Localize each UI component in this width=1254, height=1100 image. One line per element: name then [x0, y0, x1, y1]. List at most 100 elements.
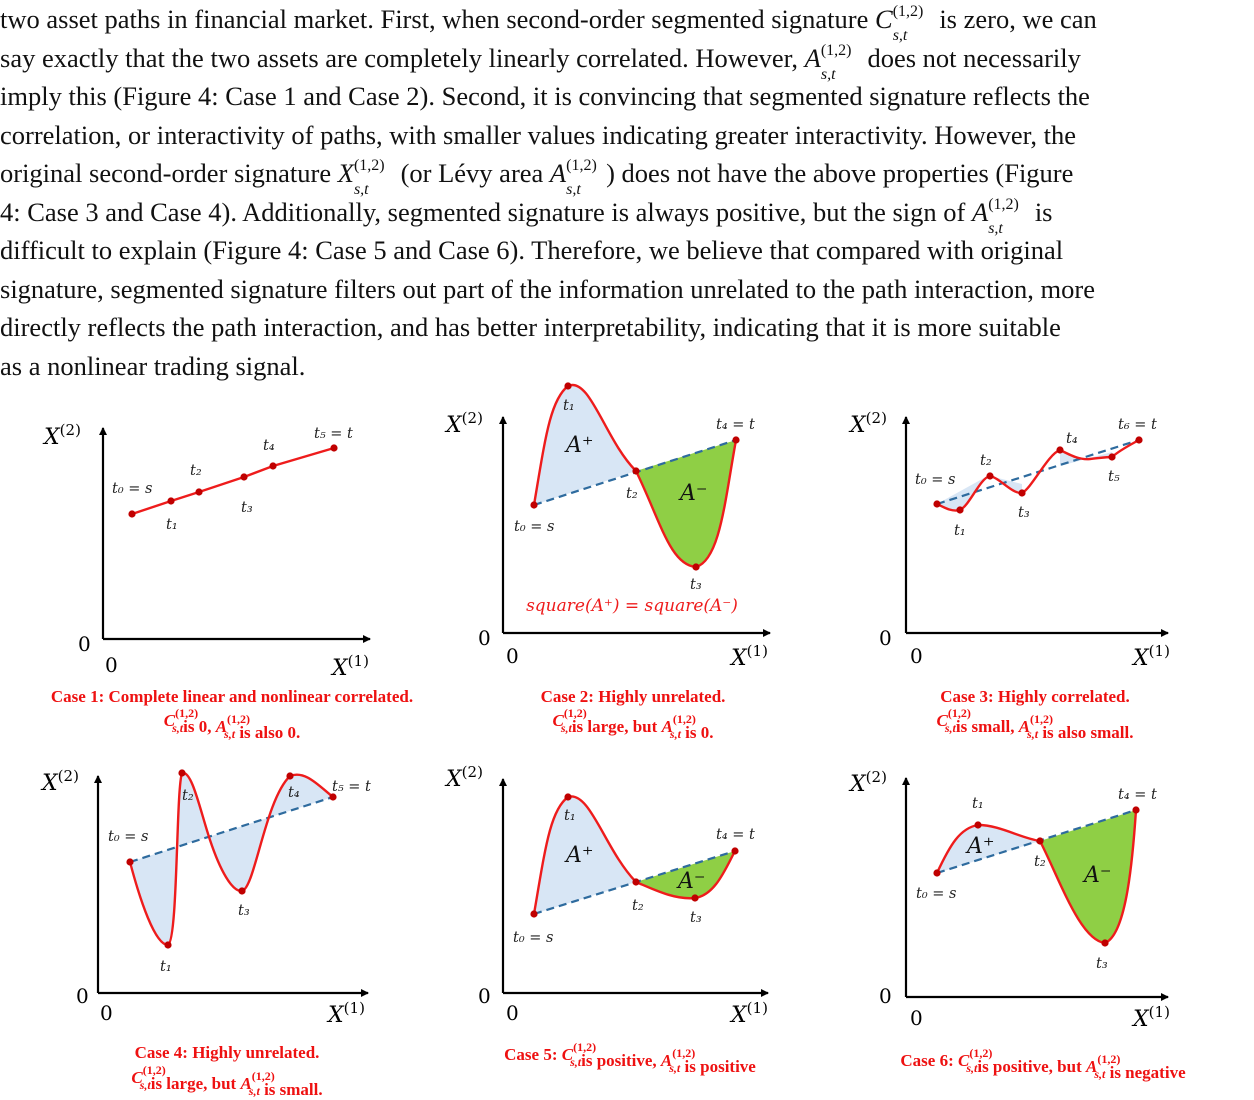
path-point	[691, 894, 699, 902]
y-zero-label: 0	[78, 632, 91, 656]
path-point	[238, 887, 246, 895]
area-plus-label: A⁺	[965, 834, 995, 859]
math-symbol: A	[804, 42, 821, 73]
paragraph-text: ) does not have the above properties (Fi…	[606, 158, 1074, 188]
paragraph-text: does not necessarily	[860, 42, 1081, 73]
x-axis-label: X(1)	[326, 999, 365, 1028]
y-zero-label: 0	[879, 626, 892, 650]
paragraph-text: is zero, we can	[932, 4, 1097, 34]
math-indices: (1,2) s,t	[892, 3, 924, 44]
path-point	[564, 793, 572, 801]
x-zero-label: 0	[506, 644, 519, 668]
time-label: t₃	[690, 577, 702, 593]
path-point	[126, 858, 134, 866]
paragraph-line: 4: Case 3 and Case 4). Additionally, seg…	[0, 193, 1246, 237]
math-indices: (1,2) s,t	[820, 41, 852, 83]
area-minus-label: A⁻	[678, 481, 708, 506]
y-axis-label: X(2)	[40, 767, 79, 796]
time-label: t₁	[563, 398, 575, 414]
x-axis-label: X(1)	[729, 642, 768, 671]
caption-title: Case 1: Complete linear and nonlinear co…	[51, 687, 413, 706]
path-point	[1036, 837, 1044, 845]
x-axis-label: X(1)	[330, 652, 369, 681]
paragraph-text: as a nonlinear trading signal.	[0, 350, 306, 381]
path-point	[692, 563, 700, 571]
y-zero-label: 0	[478, 626, 491, 650]
time-label: t₀ = s	[513, 930, 553, 946]
time-label: t₃	[241, 500, 253, 516]
area-plus-label: A⁺	[564, 843, 594, 868]
math-symbol: A	[972, 196, 989, 227]
paragraph-line: difficult to explain (Figure 4: Case 5 a…	[0, 231, 1246, 270]
time-label: t₂	[980, 453, 992, 469]
body-paragraph: two asset paths in financial market. Fir…	[0, 0, 1246, 385]
area-minus-label: A⁻	[1082, 863, 1112, 888]
time-label: t₄	[288, 785, 300, 801]
caption-detail: C(1,2) s,tis large, but A(1,2) s,t is smal…	[131, 1063, 322, 1099]
time-label: t₃	[238, 903, 250, 919]
time-label: t₃	[1018, 505, 1030, 521]
path-point	[732, 436, 740, 444]
path-point	[195, 488, 203, 496]
x-axis-label: X(1)	[729, 999, 768, 1028]
time-label: t₄ = t	[716, 827, 755, 843]
time-label: t₂	[190, 463, 202, 479]
y-zero-label: 0	[478, 984, 491, 1008]
positive-area	[937, 825, 1040, 873]
negative-area	[1040, 810, 1136, 943]
y-axis-label: X(2)	[848, 409, 887, 438]
signal-path	[131, 446, 335, 516]
positive-area	[534, 796, 636, 914]
caption-title: Case 2: Highly unrelated.	[541, 687, 726, 706]
time-label: t₅ = t	[314, 426, 353, 442]
path-point	[1132, 806, 1140, 814]
paragraph-text: 4: Case 3 and Case 4). Additionally, seg…	[0, 196, 972, 227]
chord-line	[129, 795, 334, 864]
path-point	[986, 472, 994, 480]
math-symbol: X	[337, 158, 354, 188]
area-minus-label: A⁻	[676, 869, 706, 894]
path-point	[286, 772, 294, 780]
positive-area	[534, 384, 636, 505]
caption-detail: C(1,2) s,tis large, but A(1,2) s,t is 0.	[552, 706, 713, 742]
panel-case1: 00 X(2) X(1) t₀ = s t₁ t₂ t₃ t₄ t₅ = t Case 1: Co…	[42, 421, 413, 742]
paragraph-text: signature, segmented signature filters o…	[0, 273, 1095, 304]
area-equality-note: square(A⁺) = square(A⁻)	[526, 596, 738, 616]
chord-line	[936, 438, 1140, 506]
path-point	[1135, 436, 1143, 444]
time-label: t₂	[632, 898, 644, 914]
path-point	[167, 497, 175, 505]
paragraph-text: directly reflects the path interaction, …	[0, 312, 1061, 342]
paragraph-line: as a nonlinear trading signal.	[0, 347, 1246, 386]
time-label: t₁	[972, 796, 984, 812]
paragraph-line: two asset paths in financial market. Fir…	[0, 0, 1246, 44]
panel-case2: 00 X(2) X(1) t₀ = s t₁ t₂ t₃ t₄ = t A⁺ A⁻ square(A…	[444, 382, 771, 742]
time-label: t₂	[1034, 854, 1046, 870]
math-indices: (1,2) s,t	[988, 195, 1019, 237]
time-label: t₀ = s	[108, 829, 148, 845]
time-label: t₁	[564, 808, 576, 824]
time-label: t₀ = s	[916, 886, 956, 902]
path-point	[632, 467, 640, 475]
x-zero-label: 0	[100, 1001, 113, 1025]
time-label: t₅ = t	[332, 779, 371, 795]
positive-area	[130, 772, 333, 945]
time-label: t₆ = t	[1118, 417, 1157, 433]
caption-detail: C(1,2) s,tis small, A(1,2) s,t is also sma…	[937, 706, 1134, 742]
paragraph-line: correlation, or interactivity of paths, …	[0, 116, 1246, 155]
path-point	[933, 869, 941, 877]
negative-area	[636, 851, 735, 899]
caption-detail: Case 6: C(1,2) s,tis positive, but A(1,2)…	[900, 1046, 1186, 1082]
x-zero-label: 0	[105, 653, 118, 677]
paragraph-line: original second-order signature X (1,2) s,…	[0, 154, 1246, 198]
y-axis-label: X(2)	[42, 421, 81, 450]
time-label: t₀ = s	[915, 472, 955, 488]
panel-case6: 00 X(2) X(1) t₀ = s t₁ t₂ t₃ t₄ = t A⁺ A⁻ Case 6: …	[848, 768, 1186, 1082]
time-label: t₁	[160, 959, 172, 975]
paragraph-line: say exactly that the two assets are comp…	[0, 39, 1246, 83]
positive-area	[1060, 450, 1112, 466]
x-zero-label: 0	[910, 1006, 923, 1030]
path-point	[974, 821, 982, 829]
negative-area	[636, 440, 736, 567]
time-label: t₀ = s	[112, 481, 152, 497]
